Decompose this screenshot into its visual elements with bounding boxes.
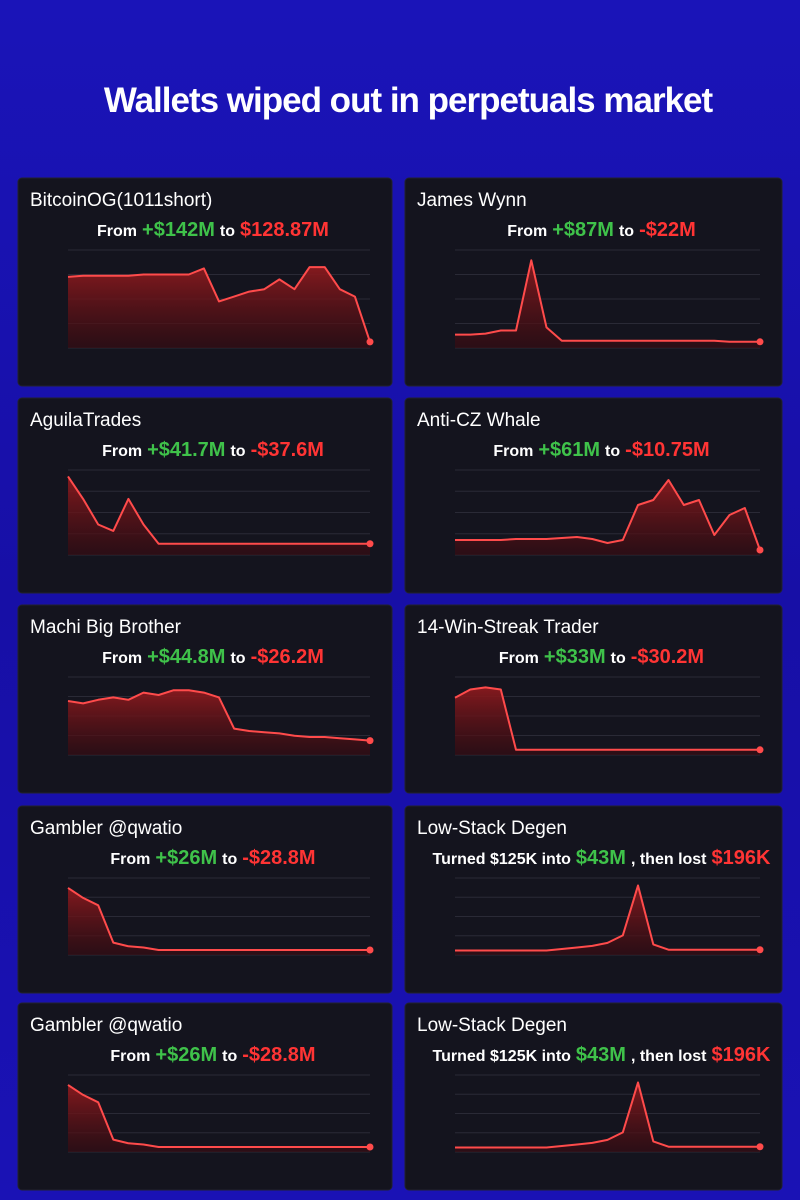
panel-title: BitcoinOG(1011short) (30, 190, 212, 211)
panel-subtitle: From +$44.8M to -$26.2M (102, 646, 324, 668)
end-dot (756, 1143, 764, 1151)
area (68, 1084, 370, 1152)
line (67, 266, 371, 343)
area (455, 260, 760, 348)
end-dot (366, 737, 374, 745)
subtitle-part: $196K (712, 1044, 771, 1066)
subtitle-part: From (499, 650, 539, 667)
panel (404, 1002, 783, 1191)
panel-subtitle: From +$41.7M to -$37.6M (102, 439, 324, 461)
line (67, 1084, 370, 1148)
end-dot (366, 338, 374, 346)
panel-title: Gambler @qwatio (30, 818, 182, 839)
subtitle-part: to (222, 1048, 237, 1065)
subtitle-part: -$10.75M (625, 439, 710, 461)
line (67, 689, 371, 742)
panel-title: Low-Stack Degen (417, 1015, 567, 1036)
end-dot (366, 540, 374, 548)
subtitle-part: , then lost (631, 1048, 707, 1065)
subtitle-part: From (110, 1048, 150, 1065)
subtitle-part: +$26M (155, 847, 217, 869)
panel-subtitle: From +$61M to -$10.75M (493, 439, 709, 461)
subtitle-part: to (220, 223, 235, 240)
panel-title: Low-Stack Degen (417, 818, 567, 839)
subtitle-part: -$26.2M (251, 646, 324, 668)
subtitle-part: -$28.8M (242, 847, 315, 869)
subtitle-part: +$87M (552, 219, 614, 241)
subtitle-part: +$44.8M (147, 646, 225, 668)
line (454, 686, 760, 751)
subtitle-part: +$142M (142, 219, 215, 241)
subtitle-part: to (605, 443, 620, 460)
subtitle-part: From (102, 650, 142, 667)
panel-subtitle: From +$26M to -$28.8M (110, 1044, 315, 1066)
subtitle-part: to (230, 443, 245, 460)
subtitle-part: $128.87M (240, 219, 329, 241)
subtitle-part: From (507, 223, 547, 240)
line (455, 259, 760, 343)
area (68, 267, 370, 348)
end-dot (756, 338, 764, 346)
subtitle-part: From (493, 443, 533, 460)
subtitle-part: -$30.2M (631, 646, 704, 668)
subtitle-part: From (97, 223, 137, 240)
panel (404, 805, 783, 994)
area (68, 690, 370, 755)
subtitle-part: $43M (576, 847, 626, 869)
subtitle-part: +$61M (538, 439, 600, 461)
subtitle-part: to (230, 650, 245, 667)
subtitle-part: From (110, 851, 150, 868)
panel-subtitle: From +$33M to -$30.2M (499, 646, 704, 668)
subtitle-part: Turned $125K into (433, 1048, 572, 1065)
subtitle-part: $196K (712, 847, 771, 869)
subtitle-part: , then lost (631, 851, 707, 868)
panel-subtitle: Turned $125K into $43M , then lost $196K (433, 1044, 771, 1066)
panel-title: AguilaTrades (30, 410, 141, 431)
line (455, 479, 761, 551)
end-dot (366, 946, 374, 954)
end-dot (756, 946, 764, 954)
subtitle-part: -$37.6M (251, 439, 324, 461)
line (67, 887, 370, 951)
panel-title: Machi Big Brother (30, 617, 182, 638)
subtitle-part: From (102, 443, 142, 460)
line (455, 1081, 760, 1149)
area (68, 887, 370, 955)
panel-title: Anti-CZ Whale (417, 410, 541, 431)
panel-subtitle: Turned $125K into $43M , then lost $196K (433, 847, 771, 869)
area (455, 687, 760, 755)
panel-title: James Wynn (417, 190, 527, 211)
page-title: Wallets wiped out in perpetuals market (104, 81, 714, 120)
subtitle-part: to (611, 650, 626, 667)
panel-title: Gambler @qwatio (30, 1015, 182, 1036)
area (455, 480, 760, 555)
subtitle-part: to (222, 851, 237, 868)
panel-title: 14-Win-Streak Trader (417, 617, 599, 638)
subtitle-part: +$41.7M (147, 439, 225, 461)
subtitle-part: Turned $125K into (433, 851, 572, 868)
subtitle-part: -$22M (639, 219, 696, 241)
end-dot (366, 1143, 374, 1151)
area (68, 476, 370, 555)
panel-subtitle: From +$142M to $128.87M (97, 219, 329, 241)
subtitle-part: to (619, 223, 634, 240)
panel-subtitle: From +$26M to -$28.8M (110, 847, 315, 869)
panel-subtitle: From +$87M to -$22M (507, 219, 696, 241)
line (67, 475, 370, 545)
subtitle-part: +$33M (544, 646, 606, 668)
subtitle-part: $43M (576, 1044, 626, 1066)
end-dot (756, 746, 764, 754)
subtitle-part: -$28.8M (242, 1044, 315, 1066)
subtitle-part: +$26M (155, 1044, 217, 1066)
line (455, 884, 760, 952)
end-dot (756, 546, 764, 554)
